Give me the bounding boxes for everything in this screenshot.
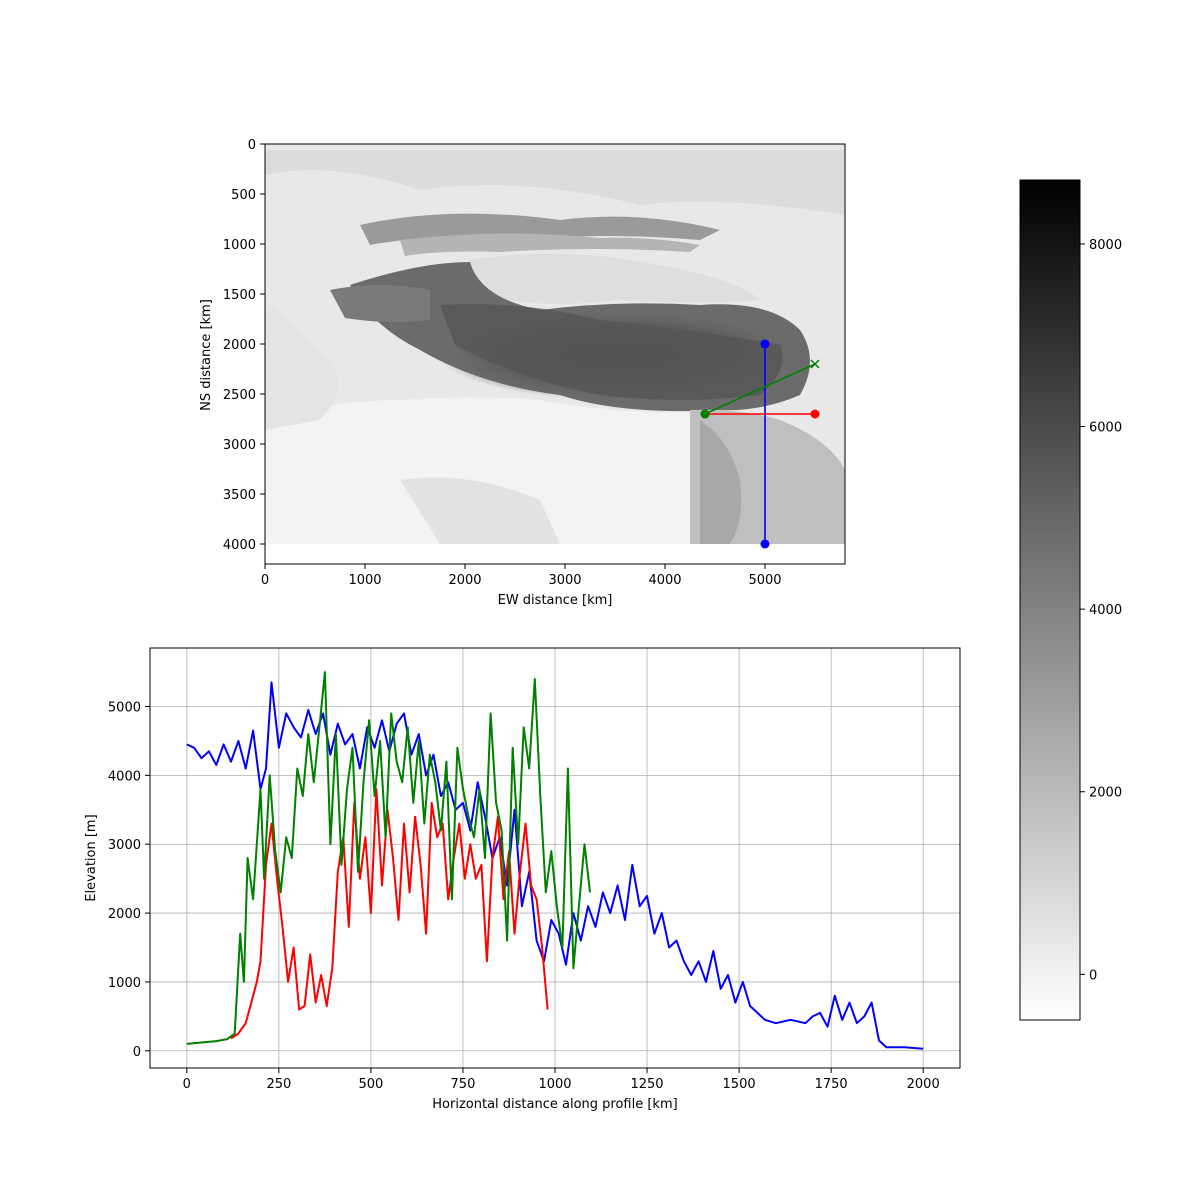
profile-y-tick-label: 0 [133,1045,141,1060]
map-y-tick-label: 1000 [223,238,256,253]
map-y-tick-label: 3500 [223,488,256,503]
map-profile-lines [700,339,820,549]
profile-line-2 [704,363,816,415]
profile-x-tick-label: 250 [266,1077,291,1092]
profile-y-tick-label: 1000 [108,976,141,991]
profile-grid [150,648,960,1068]
profile-y-tick-label: 4000 [108,769,141,784]
profile-start-marker-2 [700,409,710,419]
profile-x-tick-label: 750 [451,1077,476,1092]
map-x-tick-label: 1000 [348,573,381,588]
colorbar-ticks: 0 2000 4000 6000 8000 [1080,238,1122,983]
profile-x-ticks: 0 250 500 750 1000 1250 1500 1750 2000 [183,1068,940,1092]
profile-x-tick-label: 1750 [815,1077,848,1092]
map-x-tick-label: 5000 [748,573,781,588]
colorbar-tick-label: 2000 [1089,786,1122,801]
profile-x-tick-label: 500 [358,1077,383,1092]
map-y-tick-label: 2000 [223,338,256,353]
profile-series-line-0 [186,681,924,1050]
profile-x-tick-label: 1500 [723,1077,756,1092]
map-y-tick-label: 1500 [223,288,256,303]
elevation-map-image [265,144,845,544]
map-x-tick-label: 0 [261,573,269,588]
map-x-ticks: 0 1000 2000 3000 4000 5000 [261,564,782,588]
map-x-tick-label: 4000 [648,573,681,588]
map-axes-frame [264,143,846,565]
profile-end-marker-1 [810,409,820,419]
profile-start-marker-0 [760,339,770,349]
map-y-ticks: 0 500 1000 1500 2000 2500 3000 3500 4000 [223,138,265,553]
map-y-tick-label: 2500 [223,388,256,403]
profile-end-marker-stroke [810,359,820,369]
profile-x-tick-label: 2000 [907,1077,940,1092]
profile-y-ticks: 0 1000 2000 3000 4000 5000 [108,701,150,1060]
profile-end-marker-0 [760,539,770,549]
profile-x-tick-label: 0 [183,1077,191,1092]
profile-series-line-2 [186,671,591,1045]
map-y-tick-label: 500 [231,188,256,203]
profile-x-tick-label: 1250 [630,1077,663,1092]
colorbar-gradient [1019,179,1081,1021]
profile-end-marker-2 [810,359,820,369]
profile-y-tick-label: 5000 [108,701,141,716]
colorbar-tick-label: 6000 [1089,421,1122,436]
map-y-tick-label: 3000 [223,438,256,453]
elevation-map-panel: 0 1000 2000 3000 4000 5000 0 500 1000 1500 2000 25… [199,138,846,608]
map-y-axis-label: NS distance [km] [199,299,214,411]
map-y-tick-label: 0 [248,138,256,153]
profile-y-axis-label: Elevation [m] [84,814,99,901]
profile-y-tick-label: 3000 [108,838,141,853]
map-x-axis-label: EW distance [km] [498,593,613,608]
map-y-tick-label: 4000 [223,538,256,553]
colorbar: 0 2000 4000 6000 8000 [1019,179,1122,1021]
map-x-tick-label: 3000 [548,573,581,588]
profile-x-tick-label: 1000 [538,1077,571,1092]
profile-y-tick-label: 2000 [108,907,141,922]
profile-x-axis-label: Horizontal distance along profile [km] [432,1097,677,1112]
colorbar-tick-label: 8000 [1089,238,1122,253]
profile-series-line-1 [230,788,549,1040]
colorbar-tick-label: 4000 [1089,603,1122,618]
colorbar-tick-label: 0 [1089,968,1097,983]
profile-series [186,671,924,1050]
map-x-tick-label: 2000 [448,573,481,588]
elevation-profile-panel: 0 250 500 750 1000 1250 1500 1750 2000 0 1000 2000… [84,647,961,1112]
